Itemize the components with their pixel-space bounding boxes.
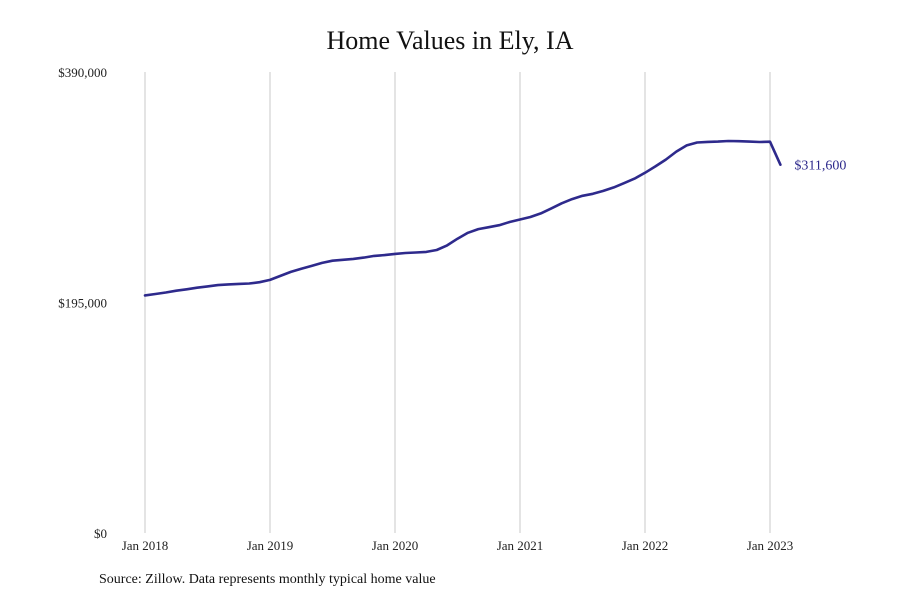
x-tick-label: Jan 2020 — [372, 538, 419, 553]
grid-lines — [144, 72, 771, 533]
x-tick-label: Jan 2022 — [622, 538, 669, 553]
y-tick-label: $390,000 — [58, 65, 107, 80]
chart-title: Home Values in Ely, IA — [326, 26, 574, 55]
y-tick-label: $0 — [94, 526, 107, 541]
y-axis-ticks: $0 $195,000 $390,000 — [58, 65, 107, 541]
x-tick-label: Jan 2021 — [497, 538, 544, 553]
x-axis-ticks: Jan 2018 Jan 2019 Jan 2020 Jan 2021 Jan 2022… — [122, 538, 794, 553]
x-tick-label: Jan 2019 — [247, 538, 294, 553]
source-note: Source: Zillow. Data represents monthly … — [99, 572, 436, 587]
end-value-label: $311,600 — [794, 159, 846, 174]
x-tick-label: Jan 2018 — [122, 538, 169, 553]
home-value-line — [143, 139, 782, 297]
y-tick-label: $195,000 — [58, 296, 107, 311]
x-tick-label: Jan 2023 — [747, 538, 794, 553]
